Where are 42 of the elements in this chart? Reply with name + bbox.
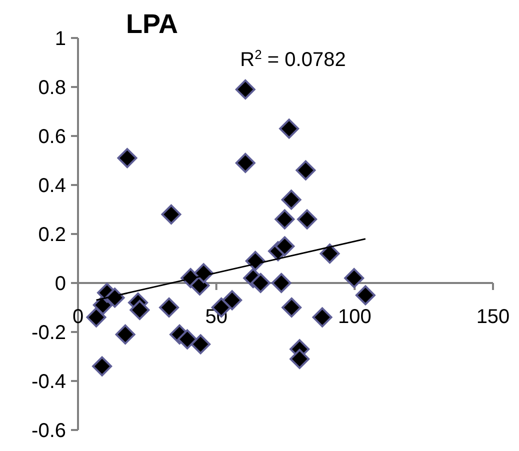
point [235,152,256,173]
x-tick-label: 150 [476,306,510,328]
y-tick-label: -0.4 [32,371,66,393]
point [312,307,332,328]
annotation: R$^{2}$ = 0.0782 [240,46,346,71]
y-tick-label: 0.4 [38,175,66,197]
point [274,209,295,230]
point [222,290,242,310]
point [274,236,295,256]
point [130,300,150,320]
point [190,334,211,354]
y-tick-label: 0.6 [38,126,66,148]
point [355,285,376,306]
point [235,79,256,100]
point [344,268,364,288]
point [92,356,112,376]
point [245,250,266,271]
y-tick-label: -0.6 [32,420,66,442]
point [279,118,300,139]
point [250,273,271,293]
point [296,160,316,180]
point [297,209,318,230]
x-tick-label: 100 [338,306,372,328]
y-tick-label: 0 [54,273,66,295]
point [177,329,198,350]
point [290,348,310,369]
point [282,298,302,318]
point [161,204,182,224]
point [194,263,214,284]
point [86,307,106,328]
y-tick-label: 0.8 [38,77,66,99]
y-tick-label: -0.2 [32,322,66,344]
point [320,244,340,264]
point [117,148,138,168]
y-tick-label: 0.2 [38,224,66,246]
x-tick-label: 0 [72,306,84,328]
chart-title: LPA [126,9,178,39]
point [115,324,136,344]
y-tick-label: 1 [54,28,66,50]
point [159,298,180,318]
point [271,273,292,293]
point [281,190,302,210]
